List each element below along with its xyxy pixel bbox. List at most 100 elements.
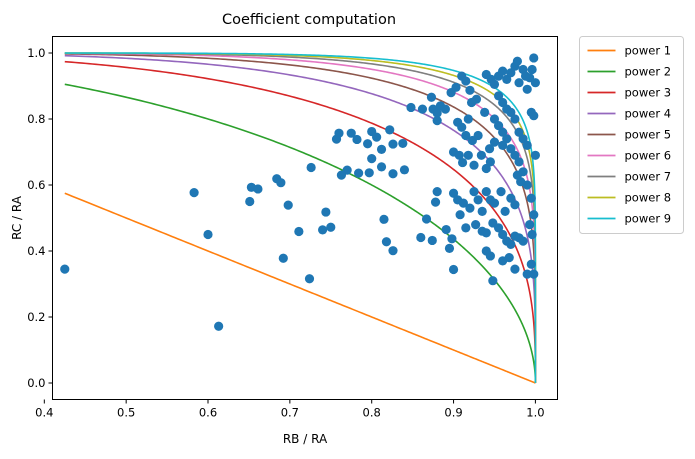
scatter-point [493, 91, 504, 101]
scatter-point [485, 251, 495, 261]
scatter-point [502, 74, 512, 84]
scatter-point [417, 104, 428, 114]
scatter-point [518, 236, 528, 246]
y-tick-label: 0.0 [27, 376, 45, 390]
scatter-point [506, 107, 516, 117]
scatter-point [493, 121, 504, 131]
scatter-point [399, 165, 410, 175]
scatter-point [514, 127, 524, 137]
scatter-point [518, 134, 528, 144]
scatter-point [306, 162, 316, 173]
scatter-point [364, 168, 374, 178]
scatter-point [334, 128, 344, 138]
scatter-point [376, 162, 387, 172]
scatter-point [432, 108, 442, 118]
scatter-point [458, 198, 468, 208]
plot-area [60, 52, 541, 384]
x-tick-label: 1.0 [526, 406, 544, 420]
scatter-point [432, 187, 442, 197]
scatter-point [529, 210, 539, 220]
legend-label: power 7 [625, 170, 672, 184]
axis-ticks: 0.4 0.5 0.6 0.7 0.8 0.9 1.0 0.0 0.2 0.4 0.6 0.8 1.0 [27, 46, 544, 420]
y-axis-label: RC / RA [10, 195, 24, 240]
scatter-point [245, 196, 255, 207]
scatter-point [471, 220, 481, 230]
scatter-point [461, 223, 471, 233]
scatter-point [489, 114, 500, 124]
x-tick-label: 0.5 [117, 406, 135, 420]
legend-label: power 3 [625, 86, 672, 100]
scatter-point [354, 168, 364, 178]
scatter-point [372, 132, 382, 142]
scatter-point [530, 150, 541, 160]
legend-label: power 8 [625, 191, 672, 205]
y-tick-label: 0.8 [27, 112, 45, 126]
scatter-point [510, 150, 520, 160]
series-line-power-5 [64, 53, 537, 383]
scatter-point [484, 144, 495, 154]
scatter-point [512, 56, 522, 66]
scatter-point [318, 225, 328, 235]
scatter-point [214, 321, 224, 331]
scatter-point [465, 85, 475, 95]
scatter-point [493, 223, 504, 233]
scatter-point [522, 84, 532, 94]
y-tick-label: 0.6 [27, 178, 45, 192]
x-tick-label: 0.4 [35, 406, 53, 420]
scatter-point [448, 188, 459, 198]
scatter-point [488, 276, 498, 286]
scatter-point [432, 116, 442, 126]
plot-clip-group [60, 52, 541, 384]
scatter-point [481, 228, 491, 238]
scatter-point [457, 122, 467, 132]
scatter-point [489, 79, 500, 89]
legend-label: power 9 [625, 212, 672, 226]
scatter-point [421, 214, 432, 224]
scatter-point [489, 198, 500, 208]
scatter-point [388, 246, 398, 256]
scatter-point [406, 102, 416, 113]
scatter-point [526, 259, 536, 269]
scatter-point [447, 234, 457, 244]
scatter-point [510, 114, 520, 124]
x-tick-label: 0.6 [199, 406, 217, 420]
scatter-point [526, 193, 536, 203]
x-tick-label: 0.8 [363, 406, 381, 420]
scatter-point [514, 157, 524, 167]
scatter-point [416, 232, 426, 243]
scatter-point [481, 187, 491, 197]
scatter-point [514, 78, 524, 88]
scatter-point [346, 128, 356, 138]
scatter-point [276, 178, 286, 188]
scatter-point [444, 243, 455, 253]
scatter-point [496, 187, 506, 197]
scatter-point [506, 144, 516, 154]
scatter-point [385, 125, 395, 135]
scatter-point [448, 264, 459, 275]
scatter-point [481, 163, 491, 174]
scatter-point [294, 226, 304, 237]
scatter-point [455, 210, 465, 220]
series-line-power-2 [64, 83, 537, 384]
scatter-point [466, 97, 477, 108]
legend-label: power 6 [625, 149, 672, 163]
scatter-point [477, 206, 487, 216]
scatter-point [506, 193, 516, 203]
scatter-point [461, 76, 471, 86]
scatter-point [473, 130, 483, 141]
scatter-point [451, 82, 461, 92]
scatter-point [336, 170, 347, 180]
scatter-point [398, 138, 408, 149]
legend-label: power 5 [625, 128, 672, 142]
scatter-point [498, 127, 508, 137]
scatter-point [469, 160, 479, 170]
scatter-point [367, 154, 377, 164]
scatter-point [352, 134, 362, 145]
scatter-point [527, 229, 537, 240]
scatter-point [189, 187, 199, 198]
scatter-point [506, 68, 516, 78]
scatter-point [463, 114, 473, 124]
scatter-point [498, 229, 508, 240]
